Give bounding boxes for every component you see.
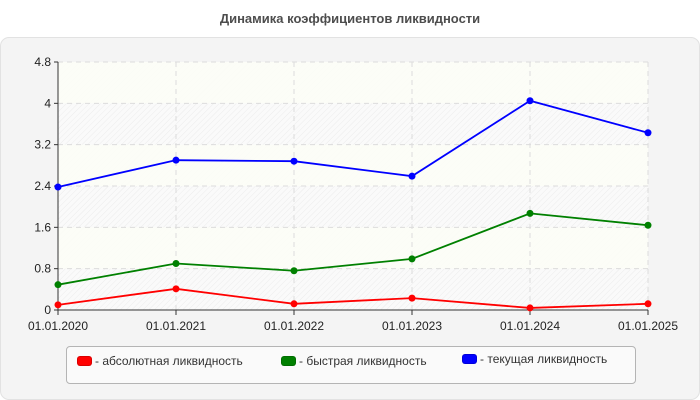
legend-label: - абсолютная ликвидность (95, 354, 243, 368)
legend-swatch-red (77, 356, 92, 366)
legend: - абсолютная ликвидность - быстрая ликви… (66, 346, 636, 384)
svg-text:3.2: 3.2 (34, 138, 51, 152)
legend-label: - текущая ликвидность (480, 352, 608, 366)
svg-text:0.8: 0.8 (34, 262, 51, 276)
svg-text:2.4: 2.4 (34, 179, 51, 193)
svg-text:01.01.2025: 01.01.2025 (618, 319, 678, 333)
svg-text:01.01.2024: 01.01.2024 (500, 319, 560, 333)
svg-text:01.01.2022: 01.01.2022 (264, 319, 324, 333)
svg-text:4.8: 4.8 (34, 55, 51, 69)
legend-item-current: - текущая ликвидность (462, 352, 607, 366)
svg-text:01.01.2021: 01.01.2021 (146, 319, 206, 333)
axes: 0 0.8 1.6 2.4 3.2 4 4.8 01.01.2020 01.01.2021 01.… (28, 55, 678, 333)
svg-text:4: 4 (44, 96, 51, 110)
svg-text:01.01.2020: 01.01.2020 (28, 319, 88, 333)
legend-item-quick: - быстрая ликвидность (281, 354, 427, 368)
chart-title: Динамика коэффициентов ликвидности (219, 11, 481, 26)
plot-area (58, 62, 648, 310)
data-series (54, 97, 652, 312)
legend-item-absolute: - абсолютная ликвидность (77, 354, 243, 368)
svg-text:01.01.2023: 01.01.2023 (382, 319, 442, 333)
svg-text:1.6: 1.6 (34, 220, 51, 234)
legend-swatch-green (281, 356, 296, 366)
legend-swatch-blue (462, 354, 477, 364)
legend-label: - быстрая ликвидность (299, 354, 427, 368)
svg-text:0: 0 (44, 303, 51, 317)
